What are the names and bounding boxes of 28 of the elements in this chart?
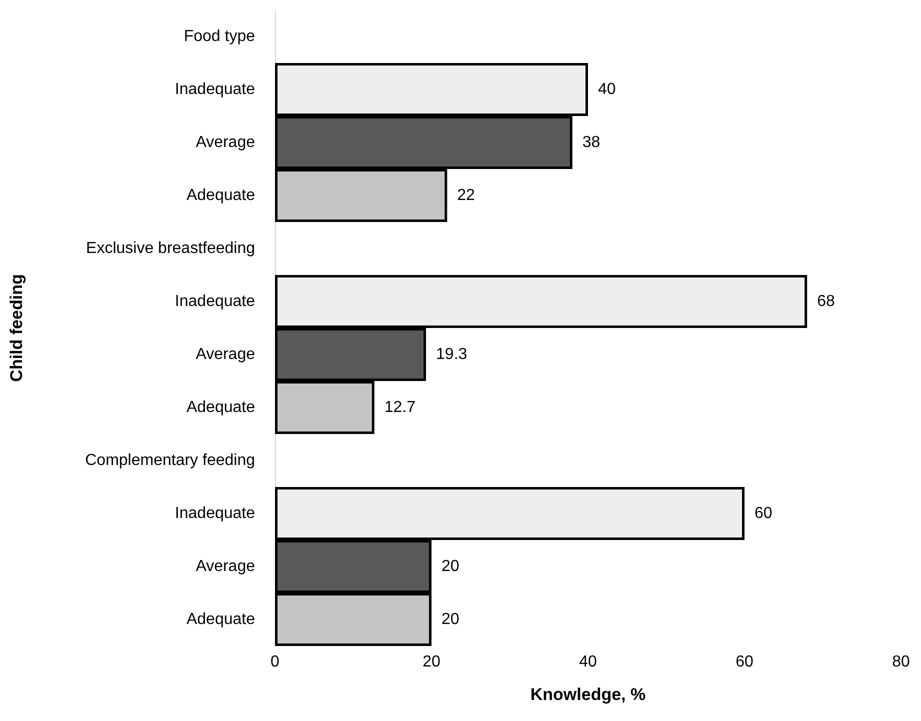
x-tick-label: 40 bbox=[579, 654, 597, 670]
y-tick-label: Adequate bbox=[186, 187, 256, 204]
data-label: 20 bbox=[442, 558, 460, 575]
x-axis-title: Knowledge, % bbox=[530, 685, 646, 704]
data-label: 40 bbox=[598, 81, 616, 98]
x-tick-label: 0 bbox=[270, 654, 280, 670]
x-tick-label: 60 bbox=[736, 654, 754, 670]
y-axis-title: Child feeding bbox=[7, 274, 26, 382]
y-tick-label: Average bbox=[196, 558, 256, 575]
y-tick-label: Complementary feeding bbox=[85, 452, 255, 469]
y-tick-label: Adequate bbox=[186, 399, 256, 416]
y-tick-label: Inadequate bbox=[174, 293, 256, 310]
y-tick-label: Average bbox=[196, 346, 256, 363]
y-tick-label: Inadequate bbox=[174, 81, 256, 98]
data-label: 60 bbox=[754, 505, 772, 522]
y-tick-label: Inadequate bbox=[174, 505, 256, 522]
data-label: 22 bbox=[457, 187, 476, 204]
data-label: 38 bbox=[582, 134, 600, 151]
data-label: 19.3 bbox=[436, 346, 468, 363]
y-tick-label: Adequate bbox=[186, 611, 256, 628]
y-tick-label: Exclusive breastfeeding bbox=[86, 240, 255, 257]
y-tick-label: Food type bbox=[184, 28, 256, 45]
data-label: 20 bbox=[442, 611, 460, 628]
y-tick-label: Average bbox=[196, 134, 256, 151]
x-tick-label: 20 bbox=[422, 654, 440, 670]
data-label: 68 bbox=[817, 293, 835, 310]
data-label: 12.7 bbox=[384, 399, 416, 416]
x-tick-label: 80 bbox=[892, 654, 910, 670]
